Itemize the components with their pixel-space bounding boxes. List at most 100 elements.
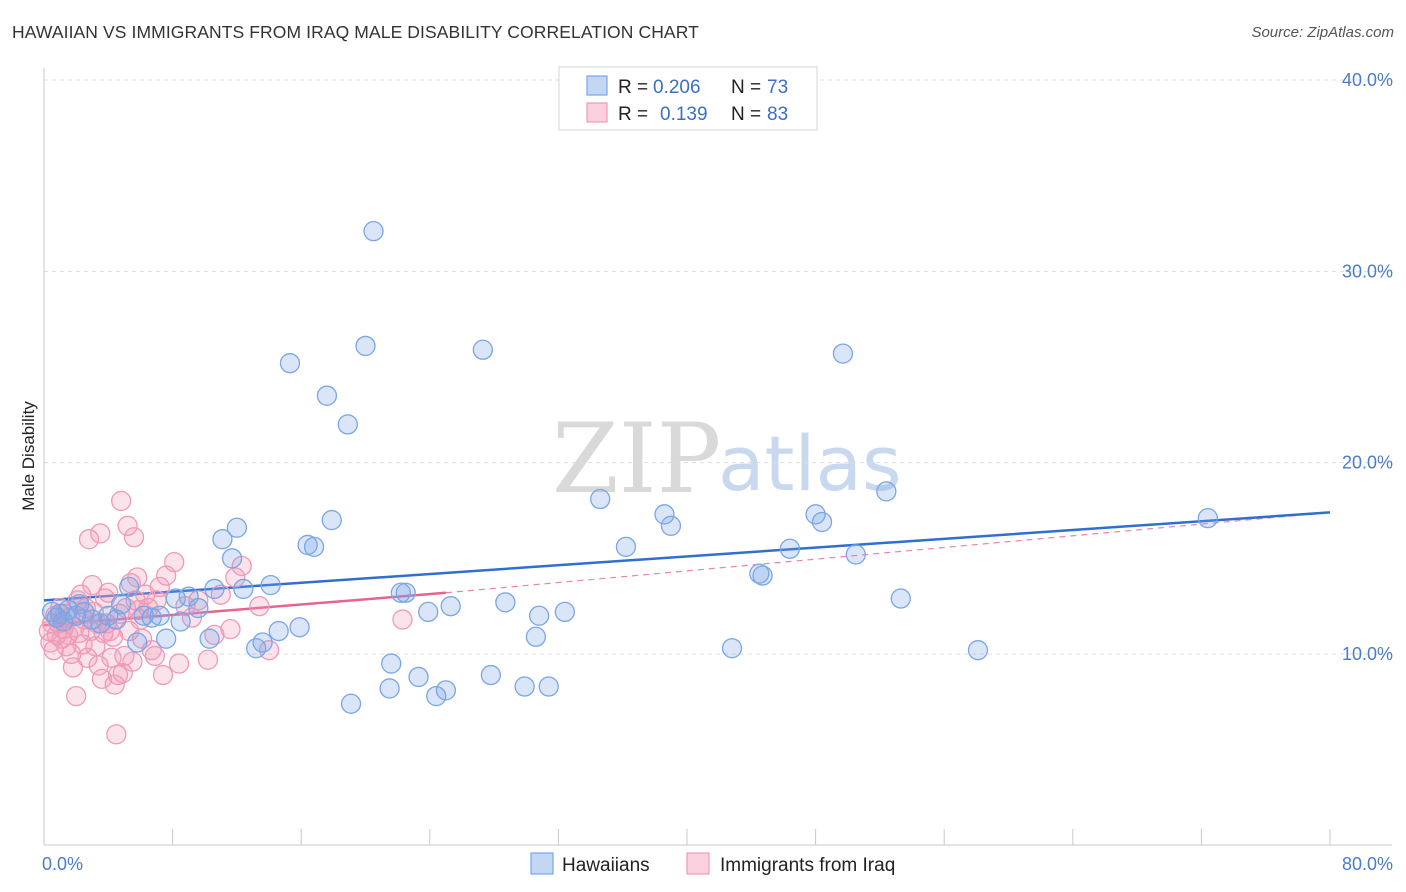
hawaiians-point — [832, 343, 854, 364]
axis-layer: 10.0% 20.0% 30.0% 40.0% — [43, 68, 1393, 846]
hawaiians-point — [890, 588, 911, 609]
trendline-1 — [43, 591, 446, 627]
hawaiians-point — [221, 548, 243, 569]
hawaiians-point — [525, 626, 547, 647]
hawaiians-point — [156, 628, 177, 649]
hawaiians-point — [514, 676, 535, 697]
hawaiians-point — [204, 578, 225, 600]
watermark-atlas: atlas — [718, 419, 902, 508]
trend-layer — [43, 511, 1331, 627]
hawaiians-point — [106, 609, 127, 630]
y-tick-label: 40.0% — [1342, 70, 1393, 90]
y-tick-label: 10.0% — [1342, 644, 1393, 664]
legend-swatch-iraq — [586, 102, 608, 123]
hawaiians-point — [149, 605, 170, 626]
iraq-point — [149, 576, 170, 598]
hawaiians-point — [379, 678, 400, 699]
hawaiians-point — [337, 414, 358, 435]
iraq-point — [122, 651, 143, 672]
hawaiians-point — [495, 592, 516, 613]
hawaiians-point — [53, 611, 74, 632]
hawaiians-point — [340, 693, 362, 714]
hawaiians-point — [316, 385, 338, 406]
hawaiians-point — [355, 335, 376, 357]
hawaiians-point — [170, 611, 191, 632]
legend-n-label-hawaiians: N = — [731, 77, 761, 98]
iraq-point — [66, 685, 87, 707]
iraq-point — [77, 647, 98, 668]
hawaiians-point — [660, 515, 682, 536]
hawaiians-point — [845, 544, 866, 565]
hawaiians-point — [321, 509, 342, 531]
legend-r-value-hawaiians: 0.206 — [653, 77, 701, 98]
hawaiians-point — [90, 613, 111, 634]
hawaiians-point — [212, 529, 233, 550]
hawaiians-point — [749, 563, 770, 584]
hawaiians-point — [252, 632, 273, 653]
iraq-point — [168, 653, 190, 674]
iraq-point — [88, 655, 109, 676]
iraq-point — [91, 668, 113, 690]
hawaiians-point — [480, 664, 502, 686]
hawaiians-point — [363, 221, 384, 242]
trendline-0 — [43, 511, 1331, 602]
hawaiians-point — [654, 504, 675, 525]
hawaiians-point — [233, 578, 254, 600]
hawaiians-point — [440, 596, 461, 617]
iraq-point — [197, 649, 219, 670]
hawaiians-point — [303, 536, 325, 558]
chart-title: HAWAIIAN VS IMMIGRANTS FROM IRAQ MALE DI… — [12, 22, 699, 42]
hawaiians-point — [554, 601, 575, 623]
hawaiians-point — [381, 653, 402, 674]
legend-r-value-iraq: 0.139 — [660, 104, 708, 125]
watermark-zip: ZIP — [552, 403, 721, 515]
iraq-point — [210, 584, 231, 605]
iraq-point — [249, 596, 270, 617]
iraq-point — [106, 724, 127, 745]
hawaiians-point — [119, 576, 140, 598]
hawaiians-point — [133, 605, 154, 626]
hawaiians-point — [426, 685, 447, 707]
hawaiians-point — [74, 601, 95, 623]
hawaiians-point — [435, 680, 457, 701]
hawaiians-point — [165, 588, 186, 609]
hawaiians-point — [260, 574, 281, 596]
hawaiians-point — [188, 597, 209, 619]
hawaiians-point — [289, 617, 310, 638]
iraq-point — [117, 515, 138, 536]
watermark: ZIP atlas — [552, 403, 902, 515]
iraq-point — [62, 657, 84, 678]
hawaiians-point — [472, 339, 493, 360]
hawaiians-point — [590, 488, 611, 510]
y-tick-label: 30.0% — [1342, 261, 1393, 281]
bottom-legend-swatch-hawaiians — [530, 852, 554, 875]
legend-n-value-hawaiians: 73 — [767, 77, 788, 98]
hawaiians-point — [528, 605, 550, 626]
points-layer — [38, 221, 1218, 745]
hawaiians-point — [1197, 508, 1218, 529]
bottom-legend: Hawaiians Immigrants from Iraq — [530, 852, 895, 876]
legend: R = 0.206 N = 73 R = 0.139 N = 83 — [558, 66, 818, 131]
iraq-point — [220, 618, 241, 640]
hawaiians-point — [779, 538, 801, 559]
bottom-legend-swatch-iraq — [686, 852, 710, 875]
legend-n-value-iraq: 83 — [767, 104, 788, 125]
iraq-point — [152, 664, 174, 686]
hawaiians-point — [246, 638, 267, 659]
x-tick-label-min: 0.0% — [42, 854, 83, 874]
y-axis-label: Male Disability — [19, 401, 38, 511]
iraq-point — [225, 567, 246, 588]
iraq-point — [102, 626, 124, 647]
hawaiians-point — [141, 607, 162, 628]
iraq-point — [111, 490, 132, 512]
hawaiians-point — [876, 481, 897, 502]
hawaiians-point — [418, 601, 439, 623]
hawaiians-point — [268, 620, 289, 642]
hawaiians-point — [811, 511, 833, 533]
hawaiians-point — [967, 640, 989, 661]
y-tick-label: 20.0% — [1342, 453, 1393, 473]
hawaiians-point — [199, 628, 220, 649]
trendline-dashed-1 — [445, 511, 1331, 594]
hawaiians-point — [390, 582, 412, 603]
